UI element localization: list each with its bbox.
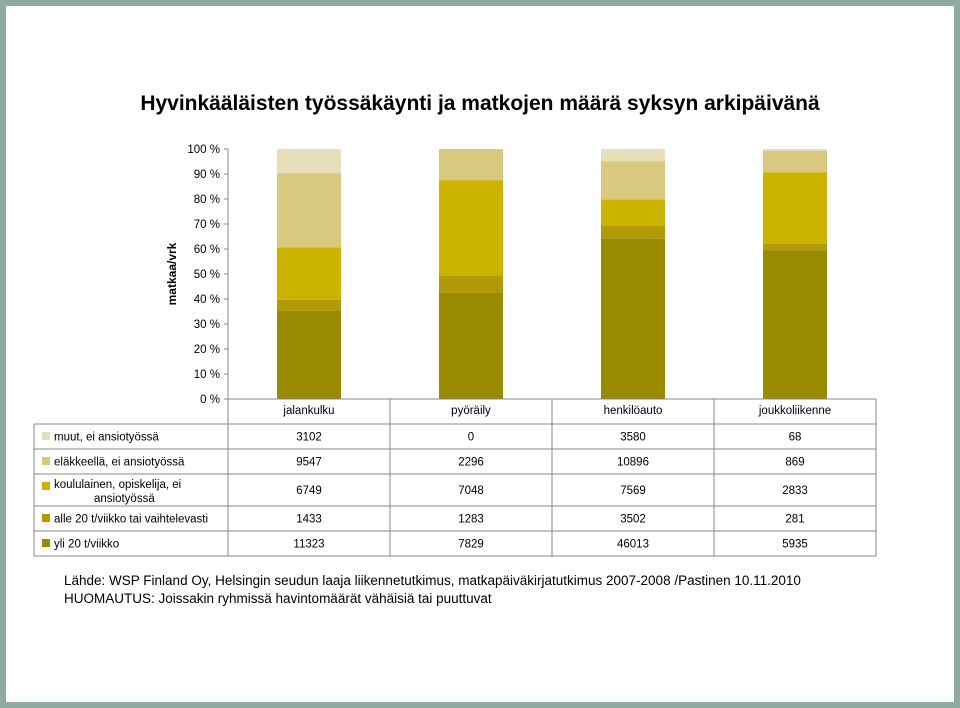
y-tick-label: 0 % xyxy=(200,394,220,406)
y-tick-label: 80 % xyxy=(194,194,220,206)
x-category-label: pyöräily xyxy=(451,405,491,417)
legend-label: alle 20 t/viikko tai vaihtelevasti xyxy=(54,514,208,526)
bar-segment xyxy=(439,275,503,293)
bar-segment xyxy=(439,180,503,276)
legend-swatch xyxy=(42,539,50,547)
bar-segment xyxy=(601,238,665,399)
table-cell-value: 0 xyxy=(468,432,474,444)
table-cell-value: 2833 xyxy=(782,485,808,497)
bar-segment xyxy=(763,250,827,399)
bar-segment xyxy=(601,226,665,239)
x-category-label: henkilöauto xyxy=(604,405,663,417)
table-cell-value: 3502 xyxy=(620,514,646,526)
table-cell-value: 3580 xyxy=(620,432,646,444)
bar-segment xyxy=(763,172,827,244)
legend-label: yli 20 t/viikko xyxy=(54,539,119,551)
y-tick-label: 20 % xyxy=(194,344,220,356)
bar-segment xyxy=(277,310,341,399)
bar-segment xyxy=(763,150,827,173)
bar-segment xyxy=(277,299,341,311)
table-cell-value: 10896 xyxy=(617,457,649,469)
y-tick-label: 100 % xyxy=(187,144,220,156)
table-cell-value: 869 xyxy=(785,457,804,469)
legend-label: muut, ei ansiotyössä xyxy=(54,432,159,444)
legend-swatch xyxy=(42,457,50,465)
y-tick-label: 50 % xyxy=(194,269,220,281)
chart-title: Hyvinkääläisten työssäkäynti ja matkojen… xyxy=(140,92,820,115)
y-tick-label: 10 % xyxy=(194,369,220,381)
table-cell-value: 281 xyxy=(785,514,804,526)
legend-swatch xyxy=(42,432,50,440)
table-cell-value: 7048 xyxy=(458,485,484,497)
bar-segment xyxy=(277,247,341,300)
table-cell-value: 7569 xyxy=(620,485,646,497)
bar-segment xyxy=(601,149,665,162)
table-cell-value: 2296 xyxy=(458,457,484,469)
bar-segment xyxy=(763,243,827,251)
stacked-bar-chart: 0 % 10 % 20 % 30 % 40 % 50 % 60 % 70 % 80 % 90 % 1… xyxy=(33,144,877,557)
table-cell-value: 9547 xyxy=(296,457,322,469)
table-cell-value: 7829 xyxy=(458,539,484,551)
legend-swatch xyxy=(42,482,50,490)
bar-segment xyxy=(277,149,341,174)
table-cell-value: 1433 xyxy=(296,514,322,526)
x-category-label: jalankulku xyxy=(282,405,334,417)
y-tick-label: 40 % xyxy=(194,294,220,306)
legend-label: eläkkeellä, ei ansiotyössä xyxy=(54,457,185,469)
bar-segment xyxy=(277,173,341,248)
bar-segment xyxy=(763,149,827,151)
table-cell-value: 3102 xyxy=(296,432,322,444)
table-cell-value: 11323 xyxy=(293,539,324,551)
bar-segment xyxy=(601,199,665,227)
table-cell-value: 6749 xyxy=(296,485,322,497)
y-tick-label: 60 % xyxy=(194,244,220,256)
source-note: Lähde: WSP Finland Oy, Helsingin seudun … xyxy=(64,572,801,608)
table-cell-value: 1283 xyxy=(458,514,484,526)
bar-segment xyxy=(439,292,503,399)
y-tick-label: 90 % xyxy=(194,169,220,181)
table-cell-value: 68 xyxy=(789,432,802,444)
y-axis-title: matkaa/vrk xyxy=(165,242,179,305)
y-tick-label: 30 % xyxy=(194,319,220,331)
legend-label: koululainen, opiskelija, ei ansiotyössä xyxy=(54,479,181,505)
table-cell-value: 46013 xyxy=(617,539,649,551)
x-category-label: joukkoliikenne xyxy=(758,405,831,417)
table-cell-value: 5935 xyxy=(782,539,808,551)
legend-swatch xyxy=(42,514,50,522)
y-tick-label: 70 % xyxy=(194,219,220,231)
source-line: Lähde: WSP Finland Oy, Helsingin seudun … xyxy=(64,573,801,588)
bar-segment xyxy=(601,161,665,200)
bar-segment xyxy=(439,149,503,181)
note-line: HUOMAUTUS: Joissakin ryhmissä havintomää… xyxy=(64,591,492,606)
slide: Hyvinkääläisten työssäkäynti ja matkojen… xyxy=(6,6,954,702)
